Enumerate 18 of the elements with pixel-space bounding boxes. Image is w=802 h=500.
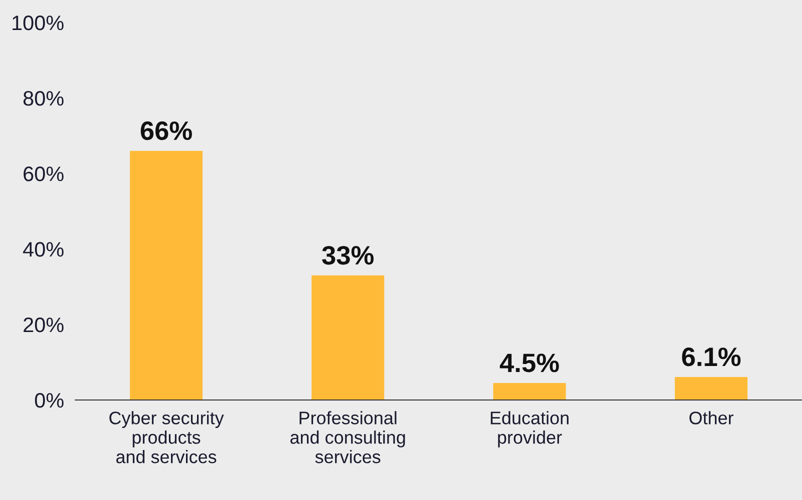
y-tick-label: 40% bbox=[23, 242, 64, 257]
data-label: 6.1% bbox=[682, 348, 741, 366]
data-label: 66% bbox=[140, 121, 192, 140]
x-tick-label: Other bbox=[689, 411, 734, 424]
y-tick-label: 20% bbox=[24, 318, 64, 332]
y-tick-label: 60% bbox=[24, 166, 64, 182]
bar bbox=[130, 150, 203, 400]
x-tick-label: Education provider bbox=[490, 411, 569, 448]
bar bbox=[493, 383, 566, 400]
bar bbox=[312, 275, 384, 400]
y-tick-label: 0% bbox=[34, 393, 64, 408]
x-tick-label: Cyber security products and services bbox=[109, 411, 224, 464]
data-label: 4.5% bbox=[500, 354, 559, 372]
y-tick-label: 100% bbox=[12, 16, 64, 30]
data-label: 33% bbox=[322, 246, 374, 265]
bar bbox=[674, 376, 748, 400]
x-tick-label: Professional and consulting services bbox=[290, 411, 405, 464]
y-tick-label: 80% bbox=[23, 91, 64, 106]
